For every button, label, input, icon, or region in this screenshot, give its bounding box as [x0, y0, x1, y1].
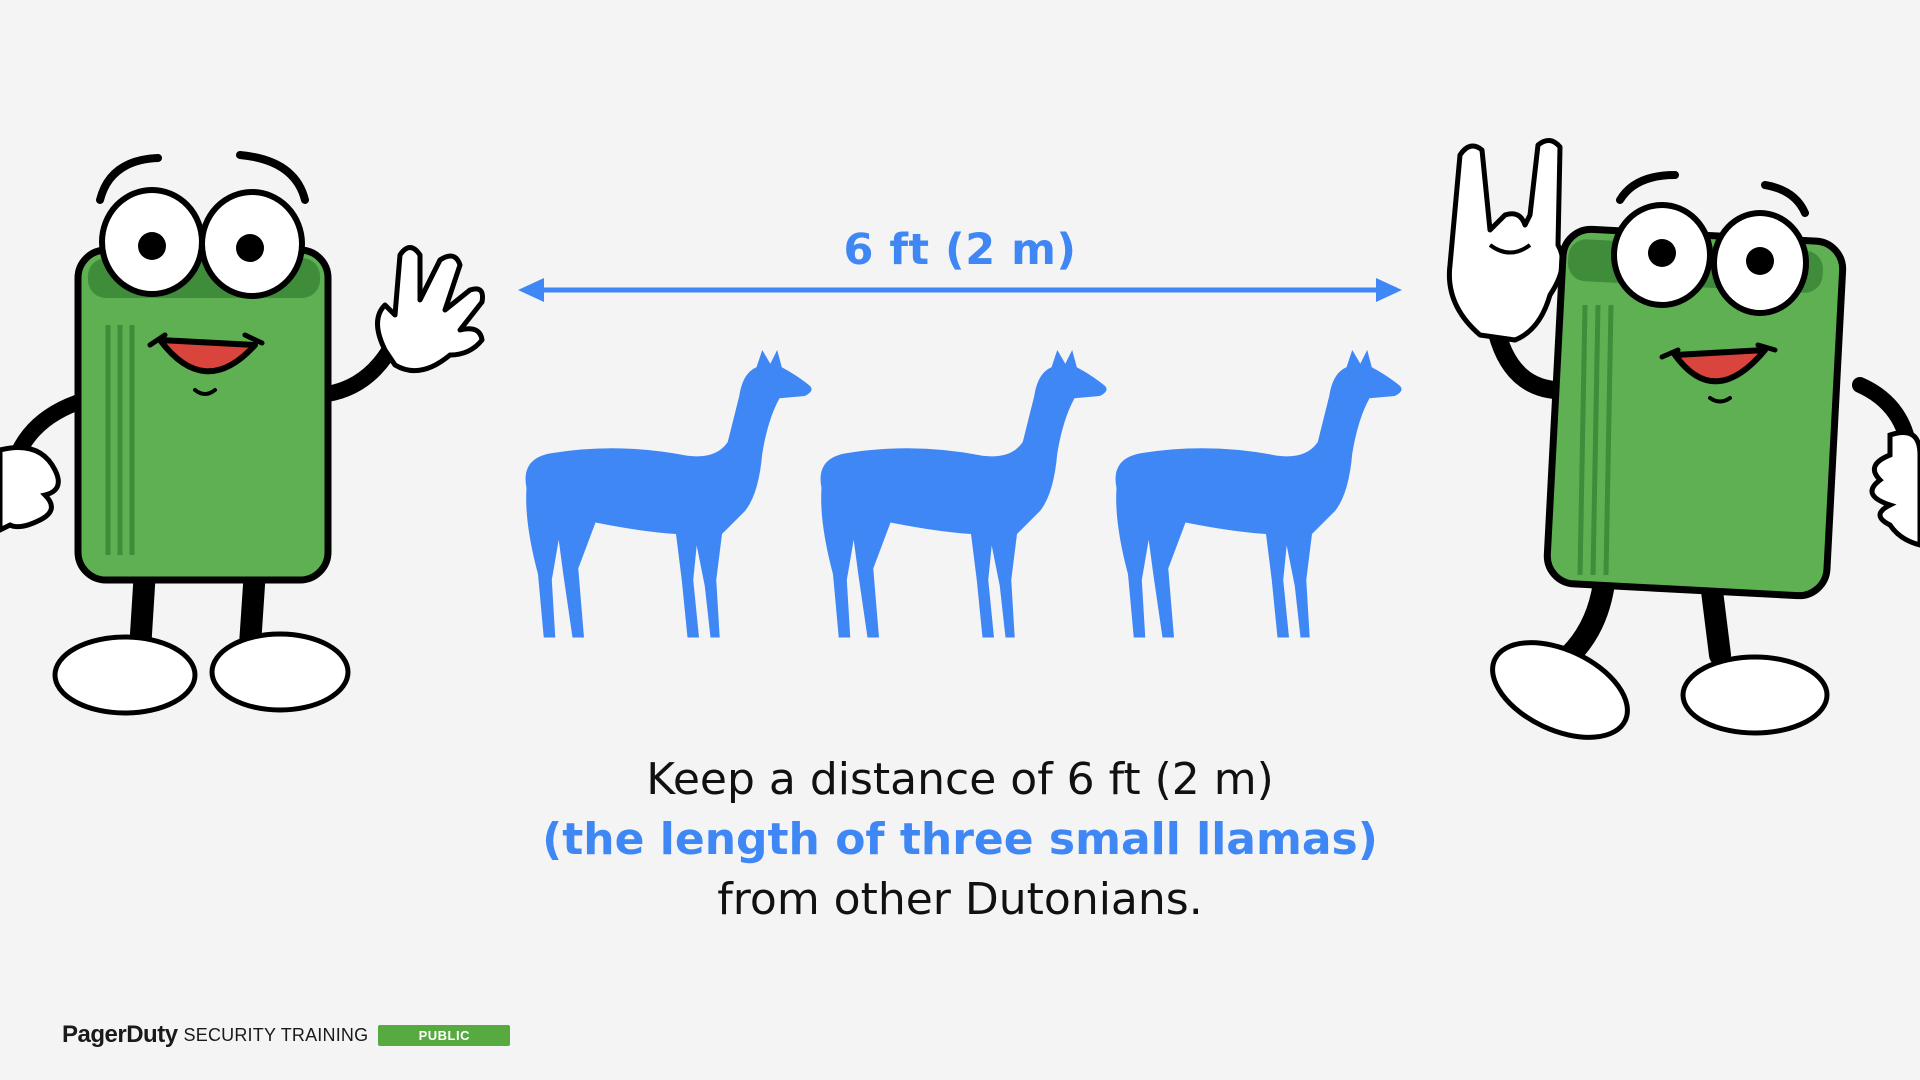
caption: Keep a distance of 6 ft (2 m) (the lengt… [460, 750, 1460, 930]
caption-line-1: Keep a distance of 6 ft (2 m) [646, 754, 1274, 805]
llama-group [525, 350, 1402, 638]
double-arrow-icon [518, 278, 1402, 302]
mascot-left-waving [0, 151, 485, 716]
distance-label: 6 ft (2 m) [843, 225, 1077, 275]
footer-label: SECURITY TRAINING [183, 1024, 369, 1045]
public-badge: PUBLIC [378, 1024, 511, 1046]
brand-logo: PagerDuty [62, 1021, 178, 1048]
mascot-right-rock-hand [1446, 138, 1920, 740]
footer: PagerDuty SECURITY TRAINING PUBLIC [62, 1020, 511, 1050]
llama-icon [525, 350, 812, 638]
llama-icon [1115, 350, 1402, 638]
caption-line-2-highlight: (the length of three small llamas) [542, 814, 1378, 865]
llama-icon [820, 350, 1107, 638]
caption-line-3: from other Dutonians. [717, 874, 1203, 925]
